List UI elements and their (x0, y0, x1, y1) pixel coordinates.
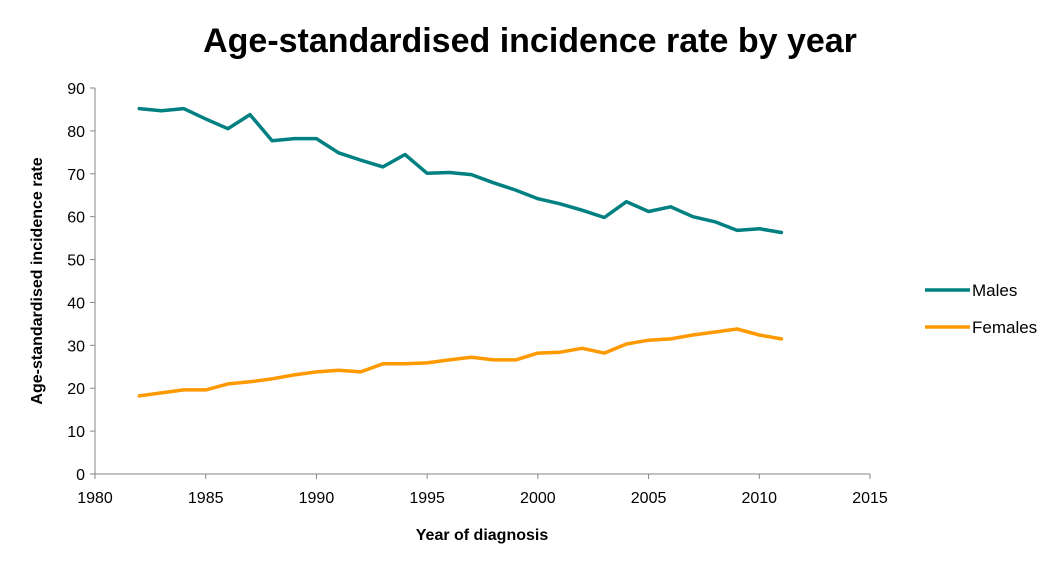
data-point-females (669, 337, 672, 340)
data-point-females (691, 334, 694, 337)
data-point-females (647, 339, 650, 342)
data-point-females (625, 343, 628, 346)
data-point-females (780, 337, 783, 340)
y-tick-label: 0 (76, 467, 85, 484)
y-tick-label: 80 (67, 124, 85, 141)
data-point-males (160, 109, 163, 112)
data-point-males (669, 205, 672, 208)
data-point-males (315, 137, 318, 140)
data-point-males (492, 181, 495, 184)
data-point-males (182, 107, 185, 110)
data-point-females (426, 361, 429, 364)
data-point-females (204, 388, 207, 391)
data-point-males (404, 153, 407, 156)
data-point-males (514, 189, 517, 192)
y-axis-title: Age-standardised incidence rate (29, 157, 46, 404)
data-point-females (293, 373, 296, 376)
data-point-females (160, 391, 163, 394)
data-point-females (758, 334, 761, 337)
y-tick-label: 20 (67, 381, 85, 398)
data-point-males (536, 197, 539, 200)
data-point-females (492, 358, 495, 361)
series-line-females (137, 327, 784, 398)
data-point-males (736, 229, 739, 232)
data-point-females (138, 394, 141, 397)
x-tick-label: 2000 (520, 490, 556, 507)
x-tick-label: 1990 (299, 490, 335, 507)
legend-label-males: Males (972, 281, 1017, 300)
data-point-females (470, 356, 473, 359)
data-point-females (226, 382, 229, 385)
x-tick-label: 1995 (409, 490, 445, 507)
data-point-males (714, 220, 717, 223)
y-tick-label: 90 (67, 81, 85, 98)
data-point-males (226, 127, 229, 130)
axes: 0 10 20 30 40 50 60 70 80 90 1980 1985 1990 1995 2000 2… (67, 81, 888, 507)
data-point-females (714, 331, 717, 334)
y-tick-label: 10 (67, 424, 85, 441)
x-axis-title: Year of diagnosis (416, 527, 549, 544)
y-tick-label: 30 (67, 338, 85, 355)
data-point-males (138, 107, 141, 110)
data-point-females (359, 370, 362, 373)
data-point-females (736, 328, 739, 331)
legend-label-females: Females (972, 318, 1037, 337)
x-tick-label: 2010 (741, 490, 777, 507)
data-point-females (448, 358, 451, 361)
data-point-males (603, 216, 606, 219)
data-point-females (536, 352, 539, 355)
data-point-males (559, 202, 562, 205)
x-tick-label: 1980 (77, 490, 113, 507)
data-point-females (603, 352, 606, 355)
data-point-females (514, 358, 517, 361)
data-point-females (404, 362, 407, 365)
data-point-females (315, 370, 318, 373)
legend: Males Females (925, 281, 1037, 337)
data-point-females (271, 377, 274, 380)
data-point-males (359, 159, 362, 162)
data-point-males (448, 171, 451, 174)
data-point-males (204, 117, 207, 120)
x-tick-label: 2005 (631, 490, 667, 507)
data-point-females (559, 351, 562, 354)
y-tick-label: 40 (67, 295, 85, 312)
data-point-males (470, 173, 473, 176)
data-point-males (426, 172, 429, 175)
data-point-males (337, 151, 340, 154)
chart-title: Age-standardised incidence rate by year (203, 22, 857, 60)
data-point-females (581, 347, 584, 350)
data-point-males (381, 165, 384, 168)
data-point-females (381, 362, 384, 365)
data-point-females (182, 388, 185, 391)
data-point-males (647, 210, 650, 213)
data-point-males (780, 231, 783, 234)
y-tick-label: 50 (67, 253, 85, 270)
data-point-females (337, 369, 340, 372)
data-point-males (293, 137, 296, 140)
data-point-males (758, 227, 761, 230)
data-point-females (249, 380, 252, 383)
y-tick-label: 70 (67, 167, 85, 184)
data-point-males (581, 209, 584, 212)
data-point-males (625, 200, 628, 203)
x-tick-label: 1985 (188, 490, 224, 507)
y-tick-label: 60 (67, 210, 85, 227)
x-tick-label: 2015 (852, 490, 888, 507)
series-lines (137, 106, 784, 398)
series-line-males (137, 106, 784, 235)
data-point-males (691, 215, 694, 218)
data-point-males (249, 113, 252, 116)
data-point-males (271, 139, 274, 142)
